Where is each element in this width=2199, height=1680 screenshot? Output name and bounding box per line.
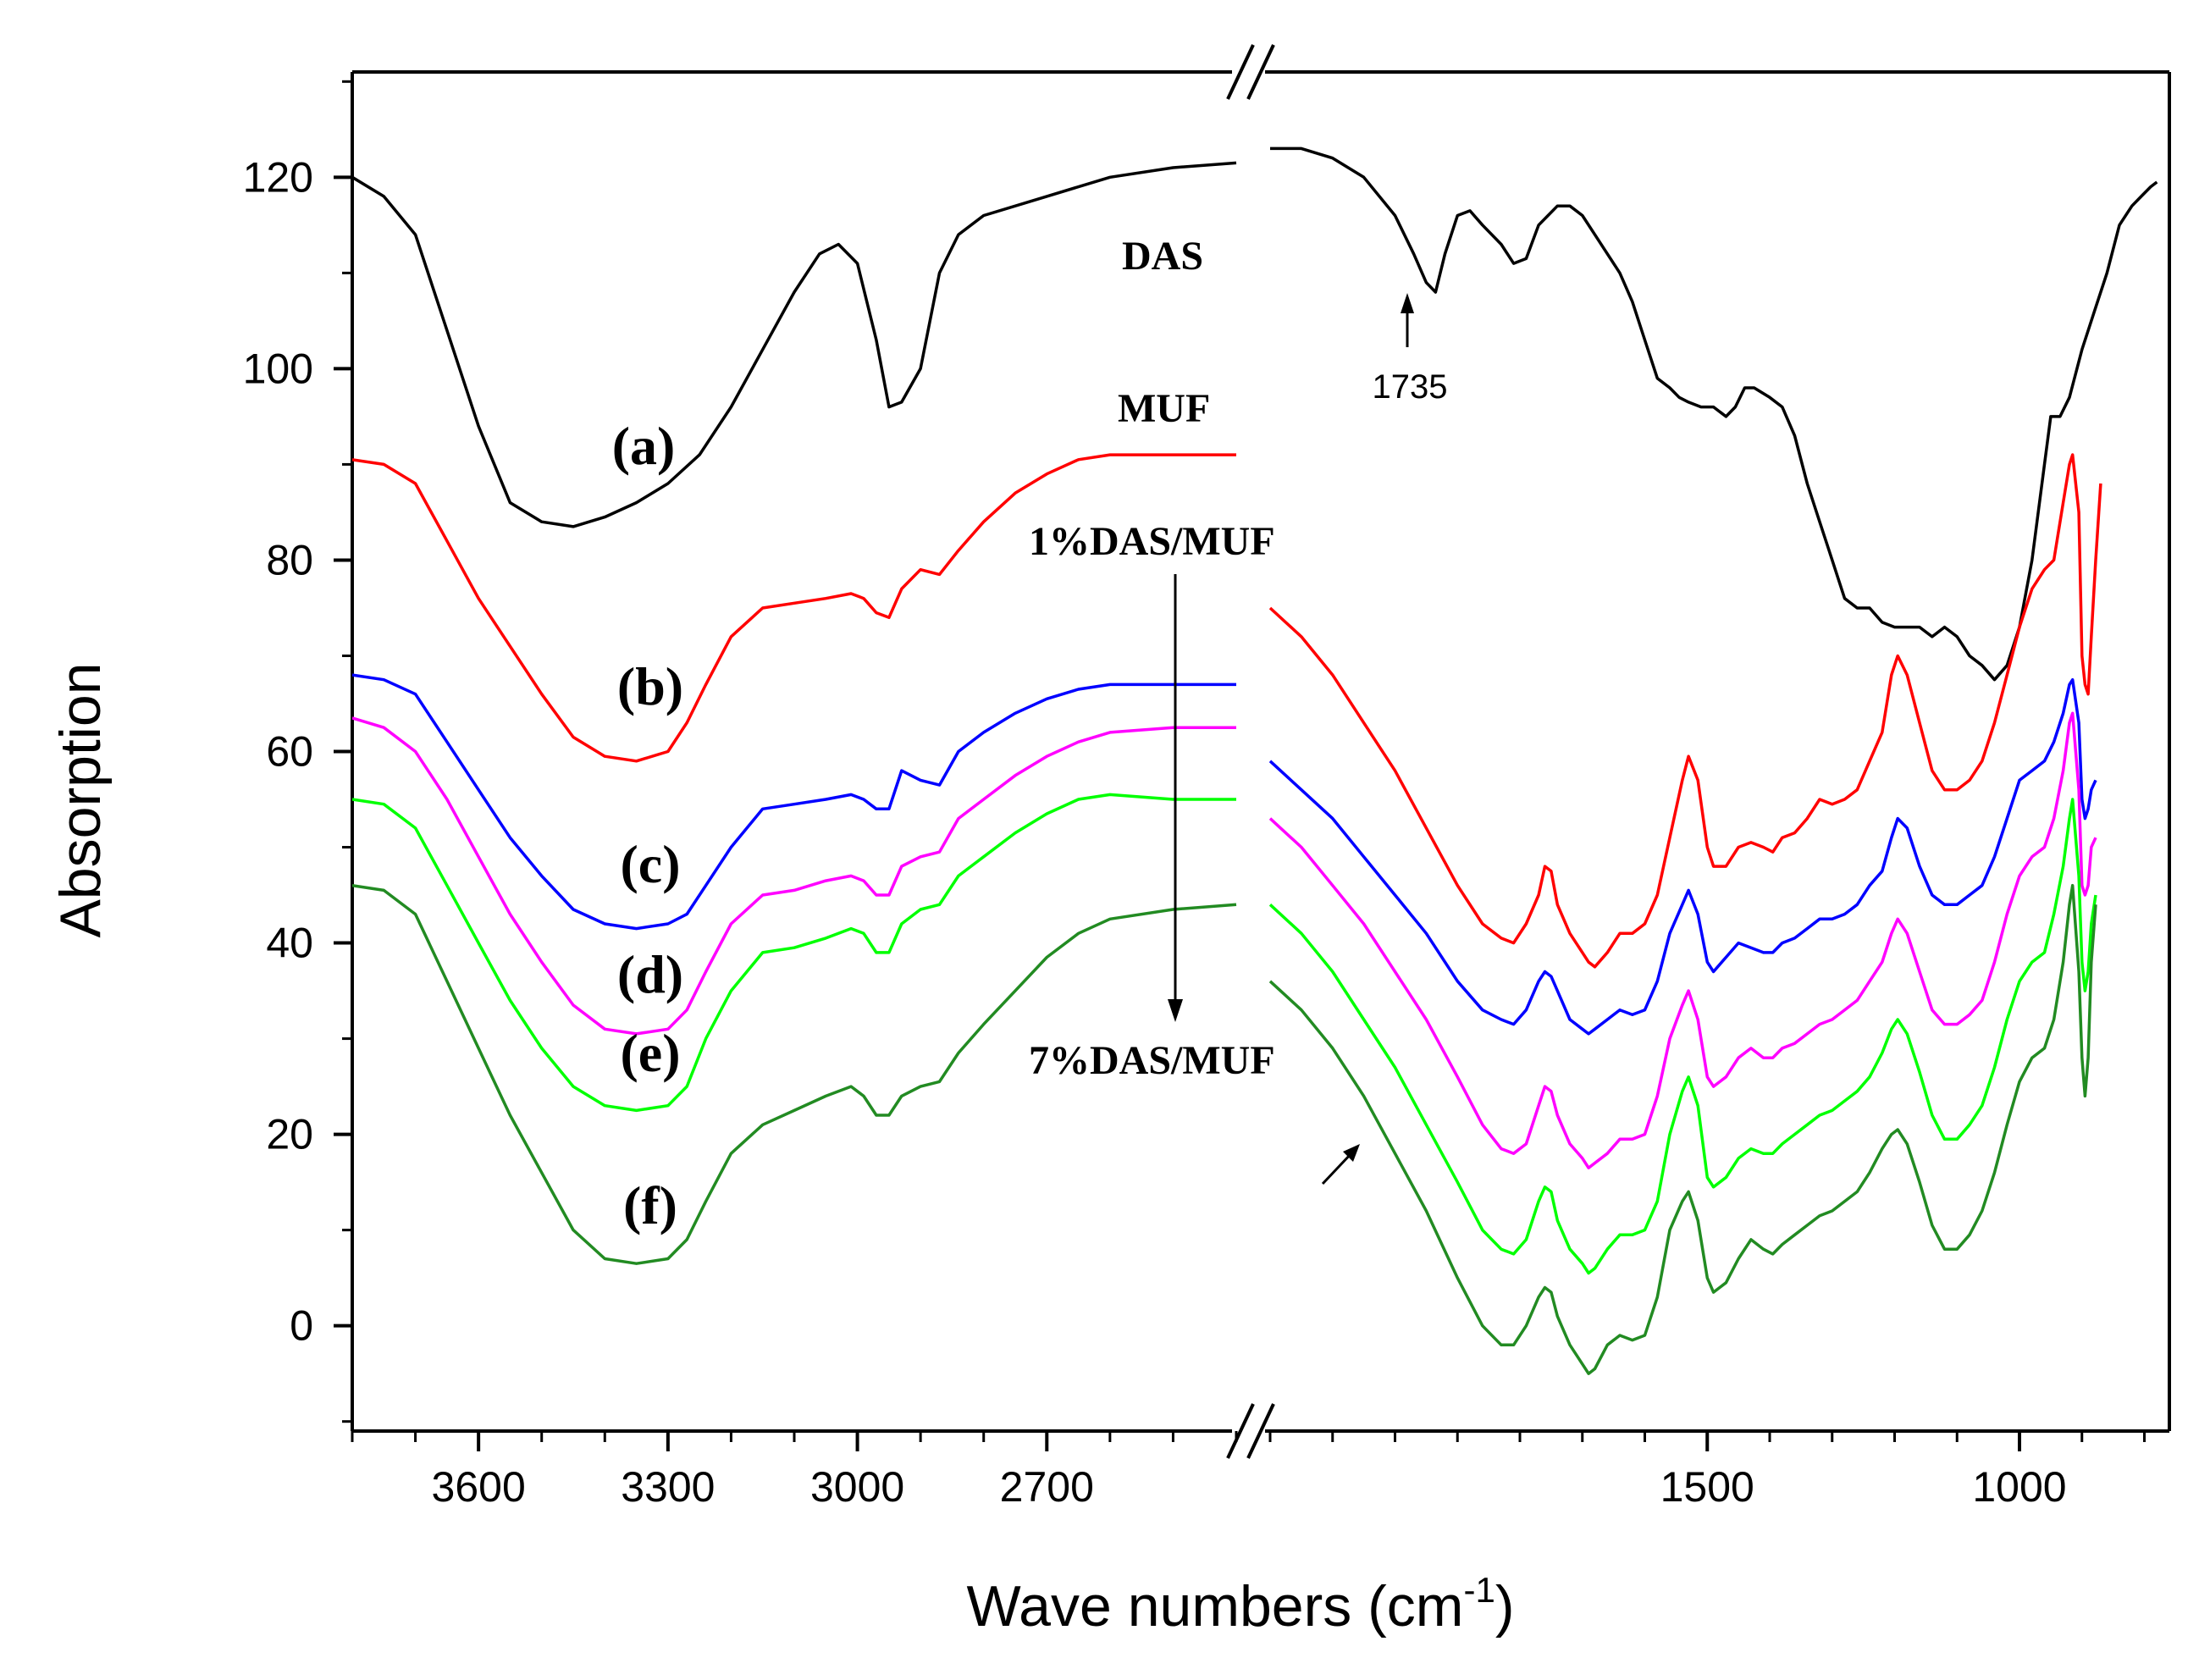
series-a-line-right <box>1270 146 2158 682</box>
series-b-line-left <box>352 453 1236 763</box>
series-d-line-left <box>352 716 1236 1036</box>
series-label-f: (f) <box>623 1175 677 1235</box>
series-e-line-right <box>1268 798 2097 1275</box>
shoulder-arrow <box>1321 1144 1360 1185</box>
x-tick-label-3300: 3300 <box>621 1463 715 1511</box>
y-tick-label-100: 100 <box>243 345 313 392</box>
x-axis-title-superscript: -1 <box>1463 1570 1495 1610</box>
x-axis-title-suffix: ) <box>1495 1574 1515 1639</box>
x-tick-label-1500: 1500 <box>1660 1463 1754 1511</box>
y-tick-label-120: 120 <box>243 153 313 201</box>
das-label: DAS <box>1122 234 1203 279</box>
trend-arrow <box>1168 574 1183 1022</box>
series-label-e: (e) <box>620 1023 680 1083</box>
x-axis-title-main: Wave numbers (cm <box>967 1574 1464 1639</box>
peak-label-1735: 1735 <box>1373 368 1448 406</box>
series-label-a: (a) <box>612 416 676 476</box>
y-tick-label-60: 60 <box>266 728 313 776</box>
series-c-line-right <box>1268 677 2097 1036</box>
y-tick-label-0: 0 <box>290 1302 313 1350</box>
plot-frame <box>351 44 2171 1459</box>
y-tick-label-80: 80 <box>266 536 313 583</box>
series-c-line-left <box>352 673 1236 931</box>
x-tick-label-3600: 3600 <box>432 1463 526 1511</box>
series-d-line-right <box>1268 711 2097 1169</box>
series-b-line-right <box>1268 453 2102 969</box>
series-f-line-left <box>352 883 1237 1265</box>
axis-break-bottom <box>1226 1403 1275 1459</box>
x-tick-label-3000: 3000 <box>810 1463 904 1511</box>
series-label-c: (c) <box>620 834 680 894</box>
series-label-d: (d) <box>617 944 683 1004</box>
y-tick-label-40: 40 <box>266 920 313 967</box>
series-e-line-left <box>352 793 1236 1113</box>
axis-break-top <box>1226 44 1275 100</box>
y-axis-title: Absorption <box>48 662 113 937</box>
series-label-b: (b) <box>617 656 683 716</box>
series-layer <box>352 146 2158 1375</box>
x-axis-title: Wave numbers (cm-1) <box>967 1570 1515 1639</box>
x-tick-label-1000: 1000 <box>1972 1463 2066 1511</box>
y-axis-ticks: 0 20 40 60 80 100 120 <box>243 80 352 1423</box>
x-axis-ticks: 3600 3300 3000 2700 1500 1000 <box>351 1431 2146 1511</box>
muf-label: MUF <box>1118 386 1210 431</box>
series-a-line-left <box>352 161 1237 528</box>
series-f-line-right <box>1268 883 2097 1375</box>
y-tick-label-20: 20 <box>266 1111 313 1158</box>
series-labels: (a) (b) (c) (d) (e) (f) <box>612 416 683 1235</box>
range-start-label: 1%DAS/MUF <box>1029 519 1275 564</box>
x-tick-label-2700: 2700 <box>1000 1463 1094 1511</box>
range-end-label: 7%DAS/MUF <box>1029 1038 1275 1083</box>
peak-arrow <box>1401 293 1414 347</box>
